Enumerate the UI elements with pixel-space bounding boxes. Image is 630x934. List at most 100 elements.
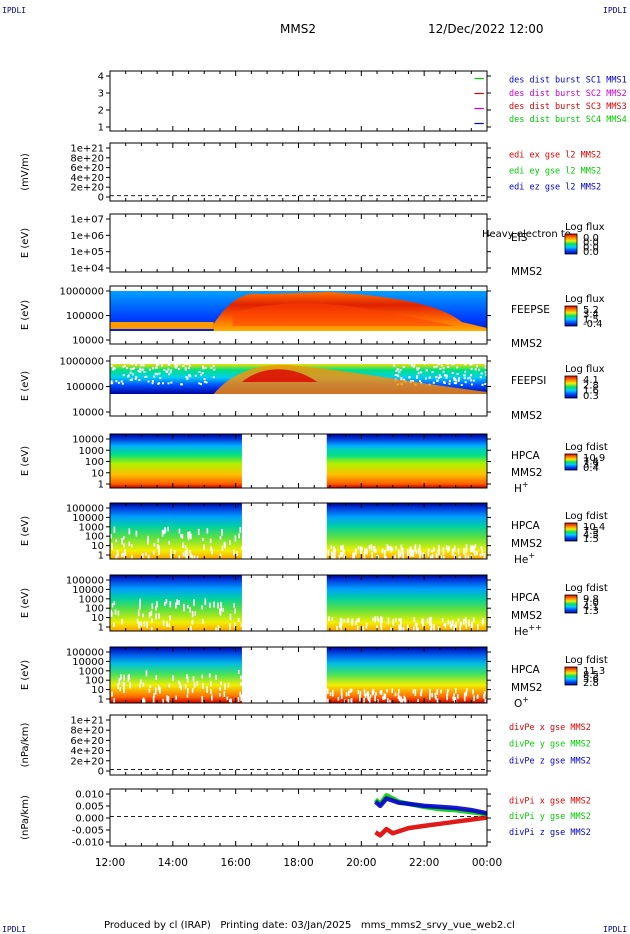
hpca-he-sparse-bin (197, 528, 200, 535)
hpca-hepp-sparse-bin (150, 610, 153, 616)
hpca-o-sparse-bin (167, 698, 170, 703)
hpca-o-sparse-bin (142, 682, 145, 687)
hpca-hepp-sparse-bin (471, 623, 474, 628)
hpca-hepp-sparse-bin (351, 619, 353, 626)
feepse-cbar-tick: 3.4 (583, 310, 599, 321)
feepsi-noise (425, 369, 428, 372)
hpca-hepp-sparse-bin (151, 603, 154, 610)
hpca-he-sparse-bin (353, 552, 356, 560)
hpca-he-sparse-bin (399, 551, 402, 557)
hpca-h-tick-label: 10 (91, 468, 104, 479)
feepsi-noise (447, 366, 450, 369)
hpca-o-sparse-bin (364, 693, 367, 698)
hpca-o-sparse-bin (420, 691, 422, 697)
feepsi-noise (157, 363, 160, 366)
feepsi-noise (470, 383, 473, 386)
hpca-he-sparse-bin (448, 545, 450, 552)
hpca-hepp-sparse-bin (233, 622, 236, 628)
hpca-he-sparse-bin (333, 553, 336, 560)
hpca-he-sparse-bin (427, 548, 430, 553)
hpca-o-sparse-bin (440, 689, 442, 694)
hpca-hepp-sparse-bin (175, 602, 177, 609)
hpca-o-sparse-bin (473, 695, 475, 702)
edi-tick-label: 2e+20 (70, 183, 104, 194)
hpca-o-sparse-bin (220, 681, 222, 686)
feepsi-noise (156, 363, 159, 366)
hpca-o-sparse-bin (372, 688, 375, 695)
hpca-o-sparse-bin (436, 698, 439, 705)
hpca-he-sparse-bin (414, 544, 417, 550)
corner-label-bottom-right: IPDLI (603, 925, 628, 934)
hpca-he-sparse-bin (474, 544, 477, 548)
feepsi-noise (417, 367, 420, 370)
hpca-o-sparse-bin (187, 688, 189, 694)
feepsi-noise (147, 380, 150, 383)
hpca-hepp-sparse-bin (387, 617, 390, 625)
hpca-hepp-sparse-bin (459, 623, 462, 629)
hpca-hepp-cbar-tick: 1.3 (583, 606, 599, 617)
feepsi-noise (152, 367, 155, 370)
hpca-hepp-sparse-bin (441, 618, 444, 622)
hpca-he-sparse-bin (236, 551, 238, 557)
hpca-he-sparse-bin (180, 534, 182, 538)
feepsi-noise (484, 371, 487, 374)
feepsi-noise (120, 380, 123, 383)
hpca-o-sparse-bin (484, 691, 486, 695)
hpca-hepp-sparse-bin (158, 613, 160, 619)
hpca-he-sparse-bin (473, 550, 476, 556)
hpca-he-sparse-bin (153, 543, 156, 547)
hpca-o-sparse-bin (208, 673, 211, 678)
hpca-he-sparse-bin (178, 528, 181, 534)
hpca-he-sparse-bin (467, 554, 469, 561)
hpca-hepp-sparse-bin (168, 623, 171, 628)
hpca-o-sparse-bin (389, 699, 391, 705)
feepse-cbar-tick: 1.5 (583, 314, 599, 325)
edi-legend-entry: edi ey gse l2 MMS2 (509, 167, 601, 177)
hpca-o-sparse-bin (386, 689, 388, 693)
hpca-he-sparse-bin (406, 549, 409, 557)
hpca-h-cbar-tick: 10.9 (583, 453, 605, 464)
footer-caption: Produced by cl (IRAP) Printing date: 03/… (104, 920, 515, 931)
burst-tick-label: 1 (98, 123, 104, 134)
feepsi-noise (184, 368, 187, 371)
feepse-spacecraft: MMS2 (511, 338, 542, 350)
feepsi-noise (464, 370, 467, 373)
feepsi-noise (484, 366, 487, 369)
hpca-he-sparse-bin (202, 537, 204, 542)
hpca-he-colorbar (564, 522, 578, 542)
hpca-hepp-sparse-bin (193, 599, 195, 606)
hpca-hepp-sparse-bin (376, 616, 379, 621)
hpca-he-sparse-bin (427, 552, 430, 557)
hpca-o-sparse-bin (119, 687, 122, 692)
feepse-core (232, 303, 456, 326)
hpca-o-sparse-bin (435, 696, 437, 700)
hpca-hepp-sparse-bin (362, 626, 365, 633)
hpca-o-sparse-bin (237, 697, 240, 702)
hpca-he-sparse-bin (158, 548, 160, 556)
hpca-hepp-sparse-bin (156, 601, 158, 608)
hpca-hepp-sparse-bin (433, 624, 435, 631)
hpca-hepp-sparse-bin (162, 620, 165, 626)
hpca-o-spacecraft: MMS2 (511, 682, 542, 694)
hpca-he-sparse-bin (361, 547, 363, 551)
feepsi-noise (484, 382, 487, 385)
feepsi-noise (469, 376, 472, 379)
feepsi-noise (485, 362, 488, 365)
feepsi-noise (393, 362, 396, 365)
divpe-tick-label: 1e+21 (70, 716, 104, 727)
hpca-h-cbar-title: Log fdist (565, 442, 608, 453)
hpca-o-sparse-bin (230, 698, 232, 705)
time-axis-label: 16:00 (221, 857, 251, 869)
hpca-hepp-sparse-bin (222, 608, 225, 612)
feepsi-noise (455, 382, 458, 385)
hpca-he-sparse-bin (238, 533, 240, 539)
feepsi-noise (161, 382, 164, 385)
hpca-hepp-sparse-bin (331, 617, 334, 621)
hpca-hepp-sparse-bin (150, 626, 153, 634)
hpca-he-sparse-bin (157, 538, 160, 543)
hpca-o-sparse-bin (186, 676, 189, 683)
feepsi-cbar-tick: 2.8 (583, 380, 599, 391)
feepsi-noise (110, 364, 113, 367)
hpca-he-sparse-bin (389, 545, 392, 551)
hpca-he-sparse-bin (135, 530, 138, 537)
